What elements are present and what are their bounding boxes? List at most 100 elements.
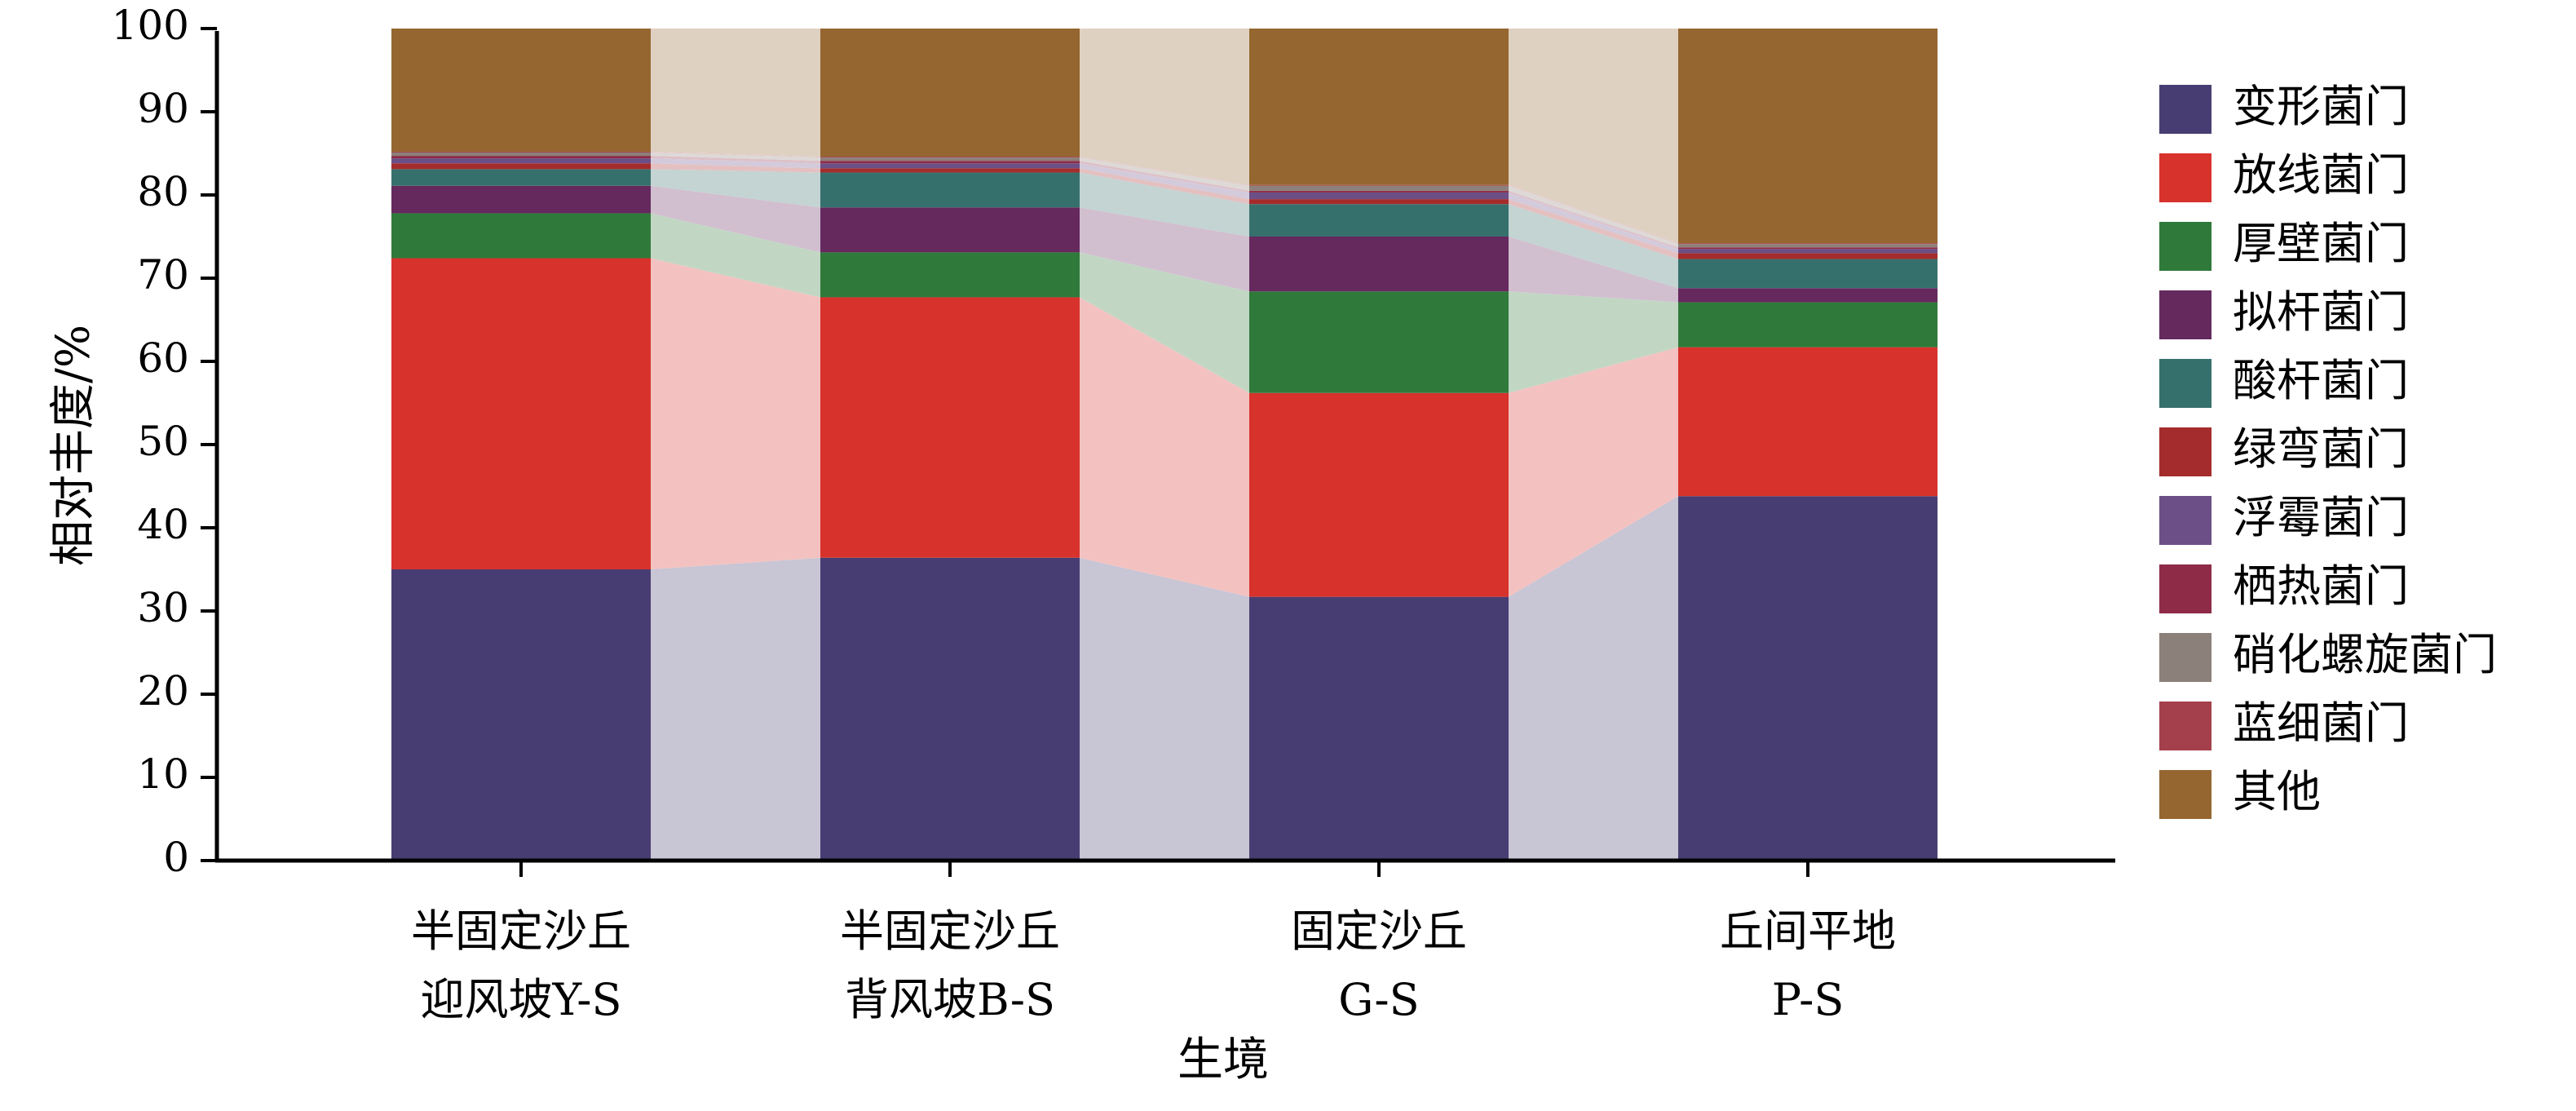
connector-band <box>1080 157 1249 186</box>
legend-label: 酸杆菌门 <box>2233 355 2409 406</box>
y-tick-label: 70 <box>137 251 189 299</box>
connector-band <box>1509 192 1678 254</box>
connector-band <box>651 169 820 208</box>
connector-band <box>651 258 820 569</box>
x-tick-label: 迎风坡Y-S <box>421 974 622 1025</box>
legend-swatch <box>2159 222 2211 271</box>
legend-item: 酸杆菌门 <box>2159 355 2409 408</box>
legend-label: 其他 <box>2233 766 2321 817</box>
legend-item: 蓝细菌门 <box>2159 697 2409 750</box>
x-tick-label: 背风坡B-S <box>845 974 1055 1025</box>
connector-band <box>651 156 820 164</box>
bar-segment <box>820 163 1080 169</box>
bar-segment <box>1249 190 1509 193</box>
connector-band <box>1509 496 1678 861</box>
y-tick-label: 50 <box>137 418 189 465</box>
bar-segment <box>391 185 651 214</box>
y-tick-label: 30 <box>137 584 189 631</box>
bar-segment <box>1678 243 1938 245</box>
legend-label: 栖热菌门 <box>2233 560 2409 612</box>
y-ticks: 0 10 20 30 40 50 60 70 80 90 100 <box>112 2 217 881</box>
legend-swatch <box>2159 496 2211 545</box>
bar-segment <box>1678 288 1938 303</box>
legend-item: 拟杆菌门 <box>2159 286 2409 339</box>
y-tick-label: 40 <box>137 501 189 548</box>
bar-segment <box>1678 29 1938 244</box>
y-axis-title: 相对丰度/% <box>47 325 100 566</box>
x-tick-label: G-S <box>1338 974 1419 1025</box>
bar-segment <box>820 557 1080 861</box>
legend-swatch <box>2159 359 2211 408</box>
bar-segment <box>1249 392 1509 597</box>
y-tick-label: 10 <box>137 750 189 798</box>
bar-segment <box>391 258 651 569</box>
bar-segment <box>1678 302 1938 347</box>
connector-band <box>651 213 820 298</box>
legend-swatch <box>2159 564 2211 613</box>
bar-segment <box>1678 244 1938 248</box>
bar-segment <box>820 157 1080 162</box>
bar-segment <box>391 152 651 157</box>
legend-swatch <box>2159 702 2211 750</box>
connector-band <box>1509 291 1678 393</box>
connector-band <box>1080 161 1249 193</box>
connector-band <box>1080 557 1249 861</box>
connector-band <box>1080 172 1249 237</box>
connector-band <box>1080 207 1249 292</box>
y-tick-label: 90 <box>137 85 189 132</box>
connector-band <box>1080 157 1249 191</box>
legend-label: 放线菌门 <box>2233 149 2409 201</box>
bar-segment <box>391 169 651 186</box>
legend-item: 变形菌门 <box>2159 81 2409 134</box>
legend-item: 绿弯菌门 <box>2159 423 2409 476</box>
y-tick-label: 20 <box>137 667 189 715</box>
axes <box>214 31 2115 863</box>
legend-swatch <box>2159 770 2211 819</box>
legend-swatch <box>2159 427 2211 476</box>
connector-band <box>651 152 820 162</box>
connector-band <box>1080 29 1249 185</box>
bar-segment <box>391 213 651 259</box>
legend-label: 浮霉菌门 <box>2233 492 2409 543</box>
bar-segment <box>1678 496 1938 861</box>
connector-band <box>1509 204 1678 289</box>
bar-segment <box>820 161 1080 164</box>
bar-segment <box>1249 192 1509 200</box>
legend-label: 变形菌门 <box>2233 81 2409 132</box>
connector-band <box>1080 163 1249 200</box>
connector-band <box>1509 237 1678 303</box>
bar-segment <box>391 151 651 153</box>
connector-band <box>1080 168 1249 205</box>
legend-label: 蓝细菌门 <box>2233 697 2409 749</box>
x-tick-label: 半固定沙丘 <box>840 905 1060 957</box>
legend-item: 硝化螺旋菌门 <box>2159 629 2497 682</box>
connector-band <box>651 158 820 169</box>
bar-segment <box>1678 347 1938 497</box>
bar-segment <box>391 29 651 152</box>
connector-band <box>1509 347 1678 597</box>
connector-band <box>651 151 820 158</box>
connector-band <box>651 163 820 173</box>
connector-bands <box>651 29 1678 861</box>
x-tick-label: 半固定沙丘 <box>411 905 631 957</box>
bar-segment <box>1678 259 1938 289</box>
legend-swatch <box>2159 633 2211 682</box>
legend-item: 浮霉菌门 <box>2159 492 2409 545</box>
bar-segment <box>1249 204 1509 237</box>
connector-band <box>1080 297 1249 597</box>
bar-segment <box>820 168 1080 173</box>
bar-segment <box>1249 184 1509 186</box>
legend-item: 厚壁菌门 <box>2159 218 2409 271</box>
legend-swatch <box>2159 290 2211 339</box>
bar-segment <box>391 163 651 170</box>
connector-band <box>651 185 820 253</box>
x-tick-label: 固定沙丘 <box>1291 905 1467 957</box>
bars <box>391 29 1938 861</box>
x-tick-label: P-S <box>1772 974 1845 1025</box>
y-tick-label: 60 <box>137 334 189 382</box>
bar-segment <box>391 569 651 861</box>
connector-band <box>651 557 820 861</box>
legend-label: 硝化螺旋菌门 <box>2233 629 2497 680</box>
